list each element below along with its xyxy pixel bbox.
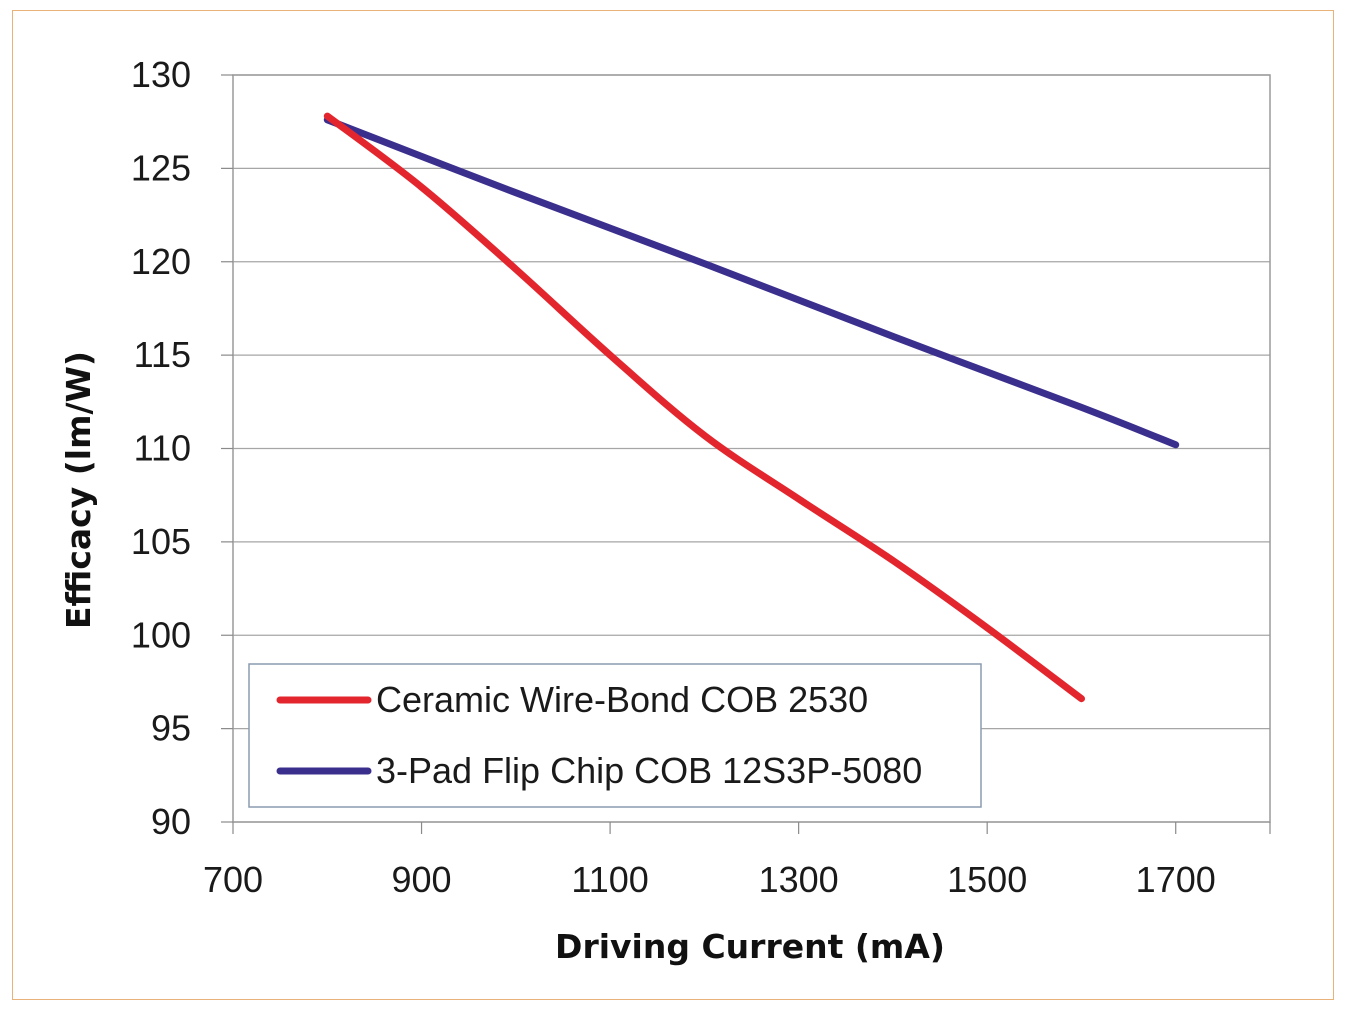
x-tick-label-1300: 1300 <box>759 859 839 900</box>
legend-label-ceramic: Ceramic Wire-Bond COB 2530 <box>376 679 868 720</box>
x-axis-title: Driving Current (mA) <box>555 927 945 966</box>
series-layer <box>323 112 1180 703</box>
x-tick-label-1500: 1500 <box>947 859 1027 900</box>
y-axis-ticks: 90 95 100 105 110 115 120 125 130 <box>131 54 233 842</box>
y-tick-label-120: 120 <box>131 241 191 282</box>
y-tick-label-95: 95 <box>151 708 191 749</box>
y-tick-label-110: 110 <box>134 428 191 469</box>
legend-box <box>248 663 982 808</box>
x-tick-label-700: 700 <box>203 859 263 900</box>
legend: Ceramic Wire-Bond COB 2530 3-Pad Flip Ch… <box>248 663 982 808</box>
x-tick-label-1700: 1700 <box>1136 859 1216 900</box>
legend-label-flipchip: 3-Pad Flip Chip COB 12S3P-5080 <box>376 750 922 791</box>
x-axis-ticks: 700 900 1100 1300 1500 1700 <box>203 822 1271 900</box>
y-tick-label-105: 105 <box>131 521 191 562</box>
y-tick-label-100: 100 <box>131 614 191 655</box>
y-tick-label-130: 130 <box>131 54 191 95</box>
y-tick-label-115: 115 <box>134 334 191 375</box>
series-line-flip-chip <box>323 116 1180 449</box>
y-tick-label-125: 125 <box>131 147 191 188</box>
x-tick-label-1100: 1100 <box>571 859 648 900</box>
y-tick-label-90: 90 <box>151 801 191 842</box>
x-tick-label-900: 900 <box>392 859 452 900</box>
y-axis-title: Efficacy (lm/W) <box>59 351 98 629</box>
series-line-ceramic-wire-bond <box>323 112 1085 703</box>
